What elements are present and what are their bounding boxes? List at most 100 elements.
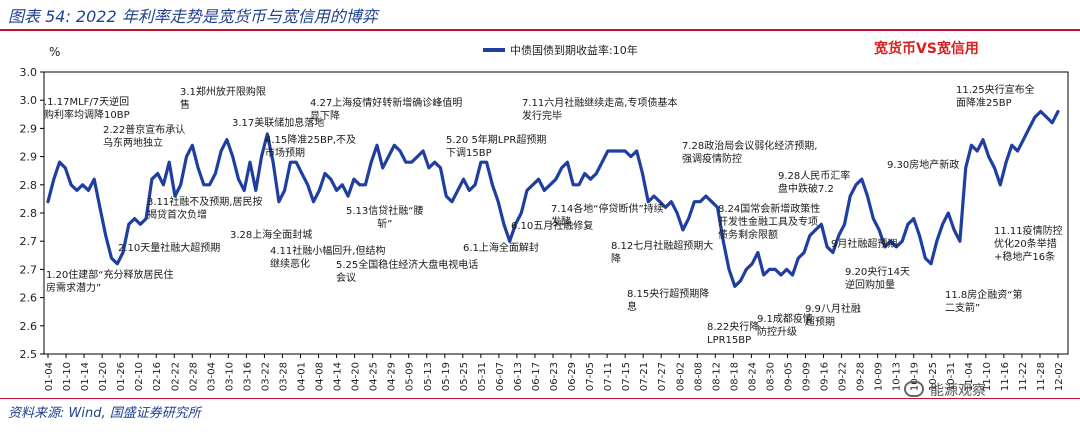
- y-axis-unit: %: [49, 45, 61, 59]
- x-tick-label: 11-10: [982, 362, 993, 391]
- x-tick-label: 02-28: [188, 362, 199, 391]
- x-tick-label: 09-22: [838, 362, 849, 391]
- x-tick-label: 12-02: [1054, 362, 1065, 391]
- x-tick-label: 01-20: [98, 362, 109, 391]
- x-tick-label: 01-04: [44, 362, 55, 391]
- x-tick-label: 07-27: [657, 362, 668, 391]
- chart-annotation: 9.30房地产新政: [887, 160, 960, 171]
- x-tick-label: 07-21: [639, 362, 650, 391]
- x-tick-label: 02-22: [170, 362, 181, 391]
- x-tick-label: 06-17: [531, 362, 542, 391]
- x-tick-label: 10-19: [910, 362, 921, 391]
- title-bar: 图表 54: 2022 年利率走势是宽货币与宽信用的博弈: [0, 0, 1080, 31]
- chart-annotation: 9.20央行14天 逆回购加量: [845, 267, 910, 291]
- y-tick-label: 2.6: [20, 320, 38, 333]
- x-tick-label: 03-28: [278, 362, 289, 391]
- watermark: 能源观察: [904, 380, 986, 402]
- x-tick-label: 04-29: [387, 362, 398, 391]
- legend-label: 中债国债到期收益率:10年: [510, 44, 638, 57]
- x-tick-label: 03-22: [260, 362, 271, 391]
- x-tick-label: 09-28: [856, 362, 867, 391]
- chart-annotation: 9.1成都疫情 防控升级: [757, 314, 813, 338]
- title-rule: [0, 29, 1080, 31]
- chart-annotation: 6.10五月社融修复: [511, 221, 594, 232]
- x-tick-label: 03-10: [224, 362, 235, 391]
- chart-annotation: 9月社融超预期: [831, 239, 898, 250]
- x-tick-label: 06-23: [549, 362, 560, 391]
- x-tick-label: 04-01: [297, 362, 308, 391]
- series-line-10y-yield: [46, 109, 1060, 288]
- chart-annotation: 8.15央行超预期降息: [627, 289, 710, 313]
- x-tick-label: 08-24: [747, 362, 758, 391]
- chart-annotation: 1.20住建部“充分释放居民住 房需求潜力”: [46, 270, 174, 294]
- chart-annotation: 3.11社融不及预期,居民按 揭贷首次负增: [147, 197, 263, 221]
- chart-annotation: 2.22普京宣布承认 乌东两地独立: [103, 125, 186, 149]
- chart-annotation: 7.11六月社融继续走高,专项债基本 发行完毕: [522, 98, 678, 122]
- chart-annotation: 9.9八月社融 超预期: [805, 304, 861, 328]
- y-tick-label: 3.0: [20, 66, 38, 79]
- y-tick-label: 2.8: [20, 179, 38, 192]
- x-tick-label: 04-08: [315, 362, 326, 391]
- chart-annotation: 9.28人民币汇率 盘中跌破7.2: [778, 171, 851, 195]
- x-tick-label: 05-09: [405, 362, 416, 391]
- x-tick-label: 04-14: [333, 362, 344, 391]
- y-tick-label: 3.0: [20, 94, 38, 107]
- x-tick-label: 05-19: [441, 362, 452, 391]
- chart-annotation: 5.25全国稳住经济大盘电视电话 会议: [336, 260, 479, 284]
- x-tick-label: 01-10: [62, 362, 73, 391]
- chart-annotation: .1.17MLF/7天逆回 购利率均调降10BP: [44, 97, 130, 121]
- x-tick-label: 07-05: [585, 362, 596, 391]
- figure-title: 图表 54: 2022 年利率走势是宽货币与宽信用的博弈: [8, 7, 378, 26]
- x-tick-label: 06-07: [495, 362, 506, 391]
- x-tick-label: 06-29: [567, 362, 578, 391]
- x-tick-label: 11-22: [1018, 362, 1029, 391]
- y-tick-label: 2.7: [20, 235, 38, 248]
- x-tick-label: 06-13: [513, 362, 524, 391]
- chart-annotation: 3.1郑州放开限购限售: [180, 87, 266, 111]
- chart-annotation: 7.14各地“停贷断供”持续 发酵: [551, 204, 664, 228]
- x-tick-label: 08-02: [675, 362, 686, 391]
- watermark-text: 能源观察: [930, 383, 986, 399]
- x-tick-label: 05-25: [459, 362, 470, 391]
- wechat-icon: [904, 381, 924, 397]
- x-tick-label: 09-16: [820, 362, 831, 391]
- y-tick-label: 2.9: [20, 151, 38, 164]
- chart-annotation: 11.11疫情防控 优化20条举措 +稳地产16条: [994, 226, 1063, 263]
- x-tick-label: 11-16: [1000, 362, 1011, 391]
- y-tick-label: 2.9: [20, 122, 38, 135]
- x-tick-label: 07-15: [621, 362, 632, 391]
- x-tick-label: 10-31: [946, 362, 957, 391]
- x-tick-label: 10-13: [892, 362, 903, 391]
- x-tick-label: 08-18: [729, 362, 740, 391]
- chart-annotation: 8.24国常会新增政策性 开发性金融工具及专项 债务剩余限额: [718, 204, 821, 241]
- x-tick-label: 01-26: [116, 362, 127, 391]
- x-tick-label: 10-25: [928, 362, 939, 391]
- chart-annotation: 8.12七月社融超预期大降: [611, 241, 714, 265]
- chart-annotation: 5.13信贷社融“腰 斩”: [346, 206, 424, 230]
- chart-annotation: 6.1上海全面解封: [463, 243, 539, 254]
- x-tick-label: 03-04: [206, 362, 217, 391]
- chart-annotation: 2.10天量社融大超预期: [118, 243, 221, 254]
- x-tick-label: 02-10: [134, 362, 145, 391]
- x-tick-label: 08-08: [693, 362, 704, 391]
- x-tick-label: 10-09: [874, 362, 885, 391]
- x-tick-label: 04-20: [351, 362, 362, 391]
- chart-annotation: 11.8房企融资“第 二支箭”: [945, 290, 1023, 314]
- x-tick-label: 11-28: [1036, 362, 1047, 391]
- chart-annotation: 4.11社融小幅回升,但结构 继续恶化: [270, 246, 386, 270]
- chart-annotation: 8.22央行降 LPR15BP: [707, 322, 760, 346]
- source-note: 资料来源: Wind, 国盛证券研究所: [8, 406, 201, 421]
- chart-annotation: 3.28上海全面封城: [230, 230, 313, 241]
- x-tick-label: 05-31: [477, 362, 488, 391]
- chart-annotation: 4.15降准25BP,不及 市场预期: [265, 135, 357, 159]
- chart-annotation: 4.27上海疫情好转新增确诊峰值明 显下降: [310, 98, 463, 122]
- chart-subtitle: 宽货币VS宽信用: [874, 41, 979, 57]
- chart-annotation: 11.25央行宣布全 面降准25BP: [956, 85, 1035, 109]
- x-tick-label: 01-14: [80, 362, 91, 391]
- y-tick-label: 2.5: [20, 348, 38, 361]
- chart-annotation: 3.17美联储加息落地: [232, 118, 325, 129]
- x-tick-label: 08-30: [765, 362, 776, 391]
- legend-line-swatch: [483, 48, 505, 52]
- x-tick-label: 09-09: [802, 362, 813, 391]
- x-tick-label: 08-12: [711, 362, 722, 391]
